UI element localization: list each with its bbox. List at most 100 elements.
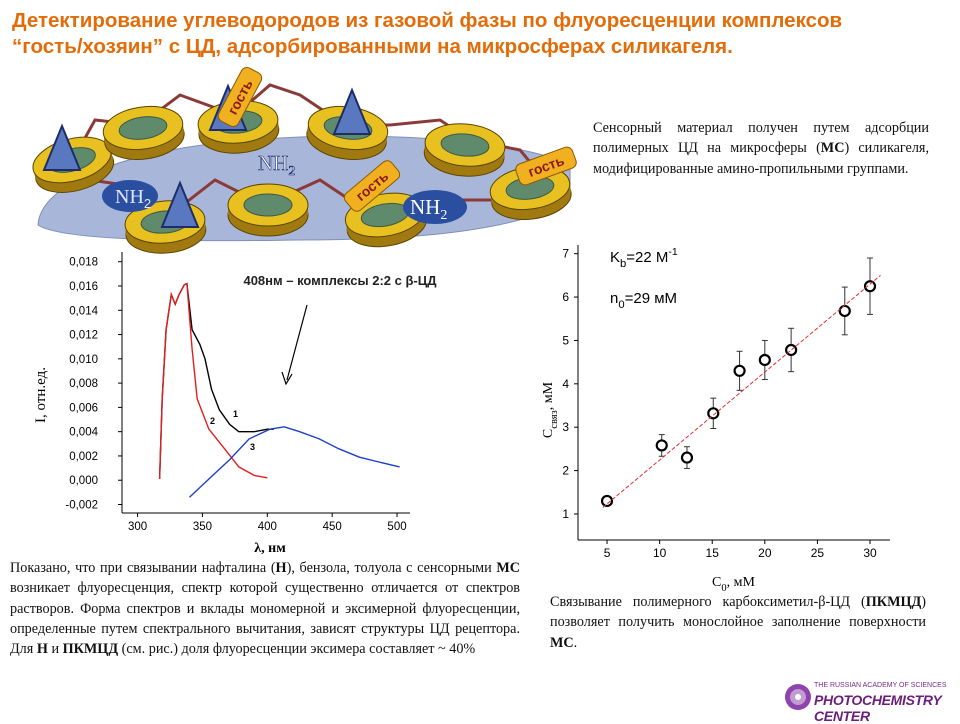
x-tick-label: 25 <box>811 546 825 560</box>
x-tick-label: 350 <box>193 521 212 533</box>
label-part: C <box>712 575 721 590</box>
guest-molecule <box>332 87 372 135</box>
amine-sub: 2 <box>288 164 295 179</box>
label-part: n <box>610 290 618 307</box>
text-run: ПКМЦД <box>62 641 119 658</box>
y-tick-label: 4 <box>562 377 569 391</box>
label-part: b <box>620 258 626 270</box>
y-tick-label: 7 <box>562 247 569 261</box>
data-point <box>838 304 851 318</box>
amine-sub: 2 <box>440 208 447 223</box>
y-tick-label: 6 <box>562 290 569 304</box>
amine-text: NH <box>258 151 288 175</box>
label-part: 0 <box>618 299 624 311</box>
y-tick-label: 5 <box>562 333 569 347</box>
amine-label: NH2 <box>410 195 447 223</box>
text-run: МС <box>496 560 520 576</box>
label-part: -1 <box>668 246 677 258</box>
y-tick-label: 0,008 <box>69 378 98 390</box>
amine-text: NH <box>115 186 144 208</box>
label-part: =22 М <box>626 249 668 266</box>
text-run: ), бензола, толуола с сенсорными <box>286 560 497 576</box>
fit-line <box>602 275 881 508</box>
amine-badge <box>102 180 158 212</box>
text-run: (см. рис.) доля флуоресценции эксимера с… <box>118 641 476 658</box>
guest-molecule <box>42 123 82 171</box>
data-point <box>655 439 668 452</box>
text-run: Связывание полимерного карбоксиметил-β-Ц… <box>550 594 866 610</box>
logo-line: THE RUSSIAN ACADEMY OF SCIENCES <box>814 682 947 689</box>
logo-icon <box>795 694 801 700</box>
y-tick-label: 0,018 <box>69 257 98 269</box>
label-part: C <box>541 429 556 438</box>
axis-label: λ, нм <box>254 541 286 556</box>
text-run: Показано, что при связывании нафталина ( <box>10 560 276 576</box>
paragraph: Сенсорный материал получен путем адсорбц… <box>593 118 929 179</box>
x-tick-label: 500 <box>387 521 406 533</box>
label-part: 0 <box>721 583 726 594</box>
axis-label: I, отн.ед. <box>33 367 49 423</box>
torus-cavity <box>118 116 168 140</box>
text-run: и <box>47 641 63 658</box>
torus-cavity <box>243 193 293 217</box>
data-point <box>733 364 746 377</box>
slide-title: Детектирование углеводородов из газовой … <box>12 9 843 58</box>
guest-molecule <box>160 180 200 228</box>
torus <box>227 183 309 237</box>
torus-cavity <box>440 133 490 157</box>
curve-label: 3 <box>250 442 255 452</box>
text-run: МС <box>820 140 845 157</box>
x-tick-label: 300 <box>128 521 147 533</box>
y-tick-label: 0,016 <box>69 281 98 293</box>
text-run: возникает флуоресценция, спектр которой … <box>10 580 520 658</box>
y-tick-label: 0,012 <box>69 330 98 342</box>
paragraph: Показано, что при связывании нафталина (… <box>10 558 520 659</box>
arrow <box>286 304 308 381</box>
text-run: ПКМЦД <box>865 594 922 610</box>
y-tick-label: 1 <box>562 507 569 521</box>
text-run: ) силикагеля, модифицированные амино-про… <box>593 140 930 177</box>
text-run: ) позволяет получить монослойное заполне… <box>550 594 926 631</box>
y-tick-label: 0,000 <box>69 475 98 487</box>
x-tick-label: 10 <box>653 546 667 560</box>
data-point <box>707 407 720 420</box>
x-tick-label: 5 <box>604 546 611 560</box>
arrow-head <box>281 371 293 386</box>
label-part: , мМ <box>541 381 556 410</box>
axis-label: Kb=22 М-1 <box>610 246 678 270</box>
guest-tag-box <box>343 160 401 212</box>
amine-text: NH <box>410 195 440 219</box>
torus <box>102 105 185 160</box>
spectrum-line <box>158 282 274 480</box>
guest-tag-box <box>217 66 263 128</box>
annotation: 408нм – комплексы 2:2 с β-ЦД <box>243 273 437 288</box>
x-tick-label: 20 <box>758 546 772 560</box>
y-tick-label: 0,006 <box>69 402 98 414</box>
paragraph: Связывание полимерного карбоксиметил-β-Ц… <box>550 592 926 653</box>
y-tick-label: 0,014 <box>69 305 98 317</box>
curve-label: 1 <box>233 409 238 419</box>
amine-label: NH2 <box>258 151 295 179</box>
text-run: . <box>573 634 578 651</box>
y-tick-label: 3 <box>562 420 569 434</box>
data-point <box>758 353 771 367</box>
y-tick-label: 0,004 <box>69 427 98 439</box>
data-point <box>863 280 877 293</box>
text-run: Н <box>275 560 287 576</box>
label-part: связ <box>549 410 560 428</box>
spectrum-line <box>158 282 268 480</box>
x-tick-label: 15 <box>706 546 720 560</box>
label-part: , мМ <box>727 575 756 590</box>
spectrum-line <box>189 426 400 498</box>
amine-badge <box>403 190 467 224</box>
amine-sub: 2 <box>144 196 151 211</box>
label-part: =29 мМ <box>625 290 677 307</box>
data-point <box>600 494 614 508</box>
text-run: Сенсорный материал получен путем адсорбц… <box>593 120 929 157</box>
y-tick-label: 0,002 <box>69 451 98 463</box>
torus <box>489 165 572 220</box>
text-run: МС <box>550 634 574 651</box>
amine-label: NH2 <box>115 186 151 211</box>
